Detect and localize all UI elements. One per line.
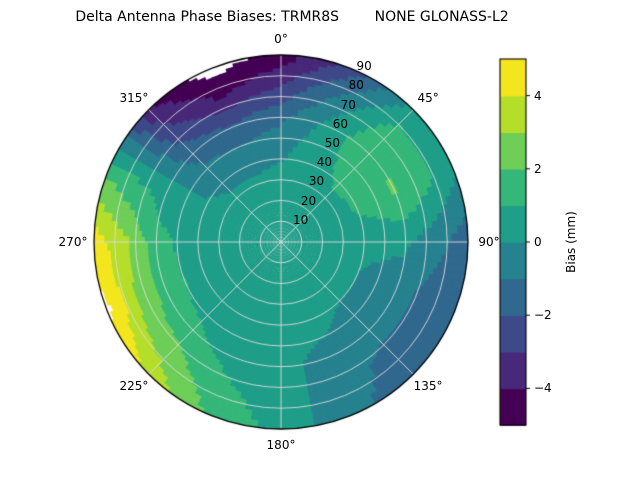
radial-tick-label: 50 — [324, 136, 341, 151]
radial-tick-label: 60 — [332, 116, 348, 131]
azimuth-tick-label: 180° — [266, 438, 296, 452]
radial-tick-label: 10 — [292, 212, 309, 227]
colorbar-tick-label: 0 — [534, 235, 542, 249]
colorbar-axis-label: Bias (mm) — [564, 211, 578, 273]
radial-tick-label: 80 — [348, 78, 364, 93]
azimuth-tick-label: 270° — [58, 235, 88, 249]
azimuth-tick-label: 225° — [119, 378, 149, 393]
colorbar-tick-label: 4 — [534, 88, 542, 103]
azimuth-tick-label: 45° — [417, 91, 439, 106]
radial-tick-label: 90 — [356, 59, 372, 74]
radial-tick-label: 30 — [308, 174, 325, 189]
radial-tick-label: 20 — [300, 193, 317, 208]
azimuth-tick-label: 315° — [119, 91, 149, 106]
azimuth-tick-label: 0° — [274, 32, 288, 46]
radial-tick-label: 40 — [316, 155, 333, 170]
colorbar-tick-label: 2 — [534, 161, 542, 176]
chart-title: Delta Antenna Phase Biases: TRMR8S NONE … — [75, 9, 509, 25]
azimuth-tick-label: 90° — [478, 235, 500, 249]
colorbar-tick-label: −4 — [534, 381, 552, 396]
radial-tick-label: 70 — [340, 97, 356, 112]
colorbar-tick-label: −2 — [534, 308, 552, 323]
azimuth-tick-label: 135° — [413, 378, 443, 393]
